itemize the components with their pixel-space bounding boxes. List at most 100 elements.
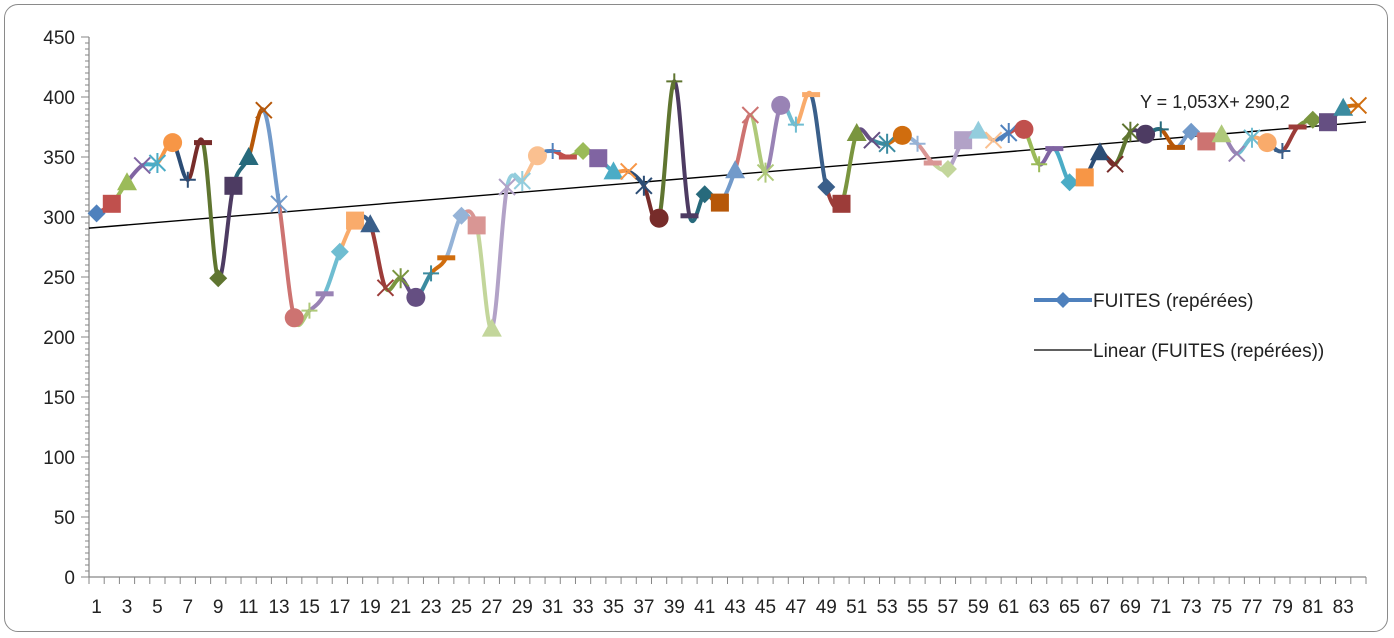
data-point xyxy=(1349,96,1368,115)
data-point xyxy=(346,211,365,230)
data-point xyxy=(1197,132,1216,151)
data-point xyxy=(832,194,851,213)
x-tick-label: 55 xyxy=(907,597,928,618)
data-point xyxy=(619,162,638,181)
data-point xyxy=(649,208,669,228)
x-tick-label: 47 xyxy=(785,597,806,618)
x-tick-label: 9 xyxy=(213,597,224,618)
data-point xyxy=(1014,119,1034,139)
data-point xyxy=(255,101,273,119)
y-tick-label: 400 xyxy=(43,88,75,109)
x-tick-label: 35 xyxy=(603,597,624,618)
data-point xyxy=(954,131,973,150)
data-point xyxy=(1045,146,1064,152)
data-point xyxy=(1152,121,1169,138)
series-segment xyxy=(672,79,692,218)
x-tick-label: 75 xyxy=(1211,597,1232,618)
x-tick-label: 33 xyxy=(573,597,594,618)
data-point xyxy=(1257,133,1277,153)
data-point xyxy=(544,143,561,159)
data-point xyxy=(179,171,196,188)
data-point xyxy=(589,149,608,168)
series-segment xyxy=(809,92,829,189)
data-point xyxy=(846,123,867,141)
series-segment xyxy=(474,223,494,331)
x-tick-label: 3 xyxy=(122,597,133,618)
data-point xyxy=(1166,144,1185,150)
data-point xyxy=(1243,127,1261,148)
data-point xyxy=(1211,124,1232,143)
y-tick-label: 350 xyxy=(43,148,75,169)
data-point xyxy=(102,194,121,213)
x-tick-label: 37 xyxy=(633,597,654,618)
x-tick-label: 13 xyxy=(268,597,289,618)
y-tick-label: 300 xyxy=(43,208,75,229)
x-tick-label: 23 xyxy=(420,597,441,618)
x-tick-label: 19 xyxy=(360,597,381,618)
data-point xyxy=(1228,144,1246,163)
y-tick-label: 250 xyxy=(43,268,75,289)
series-segment xyxy=(246,107,266,159)
y-tick-label: 100 xyxy=(43,448,75,469)
x-tick-label: 77 xyxy=(1241,597,1262,618)
series-segment xyxy=(793,90,814,127)
x-tick-label: 11 xyxy=(239,597,259,618)
data-point xyxy=(133,156,151,175)
data-point xyxy=(1060,173,1079,192)
data-point xyxy=(1075,168,1094,187)
data-point xyxy=(771,95,791,115)
data-point xyxy=(87,204,106,223)
data-point xyxy=(1121,121,1140,142)
x-tick-label: 31 xyxy=(542,597,563,618)
y-tick-label: 450 xyxy=(43,28,75,49)
x-tick-label: 65 xyxy=(1059,597,1080,618)
data-point xyxy=(802,92,821,98)
data-point xyxy=(117,172,138,191)
y-tick-label: 200 xyxy=(43,328,75,349)
data-point xyxy=(680,213,699,219)
series-segment xyxy=(489,185,510,331)
data-point xyxy=(817,178,836,196)
x-tick-label: 7 xyxy=(183,597,194,618)
data-point xyxy=(498,178,516,196)
trendline-equation: Y = 1,053X+ 290,2 xyxy=(1140,92,1290,112)
x-tick-label: 73 xyxy=(1181,597,1202,618)
data-point xyxy=(909,135,926,152)
x-tick-label: 63 xyxy=(1029,597,1050,618)
marker-layer xyxy=(87,73,1368,337)
x-tick-label: 67 xyxy=(1089,597,1110,618)
data-point xyxy=(558,154,577,160)
x-tick-label: 25 xyxy=(451,597,472,618)
data-point xyxy=(360,214,381,233)
data-point xyxy=(330,242,349,261)
x-tick-label: 81 xyxy=(1302,597,1323,618)
data-point xyxy=(315,291,334,297)
series-segment xyxy=(261,108,282,206)
data-point xyxy=(376,279,395,297)
data-point xyxy=(423,265,440,282)
data-point xyxy=(863,131,881,149)
data-point xyxy=(984,131,1003,149)
series-segment xyxy=(201,140,221,281)
data-point xyxy=(1106,155,1124,173)
data-point xyxy=(467,216,486,235)
x-tick-label: 69 xyxy=(1120,597,1141,618)
x-tick-label: 79 xyxy=(1272,597,1293,618)
y-tick-label: 0 xyxy=(64,568,75,589)
series-segment xyxy=(839,131,859,206)
data-point xyxy=(968,120,989,139)
legend: FUITES (repérées) Linear (FUITES (repéré… xyxy=(1034,291,1324,362)
series-segment xyxy=(1280,125,1300,153)
series-segment xyxy=(1113,129,1133,167)
data-point xyxy=(513,171,531,191)
data-point xyxy=(938,160,957,178)
series-segment xyxy=(307,291,327,313)
x-tick-label: 71 xyxy=(1150,597,1171,618)
data-point xyxy=(635,175,653,196)
y-tick-label: 150 xyxy=(43,388,75,409)
x-tick-label: 41 xyxy=(694,597,715,618)
data-point xyxy=(301,302,318,319)
chart-frame xyxy=(4,4,1388,632)
